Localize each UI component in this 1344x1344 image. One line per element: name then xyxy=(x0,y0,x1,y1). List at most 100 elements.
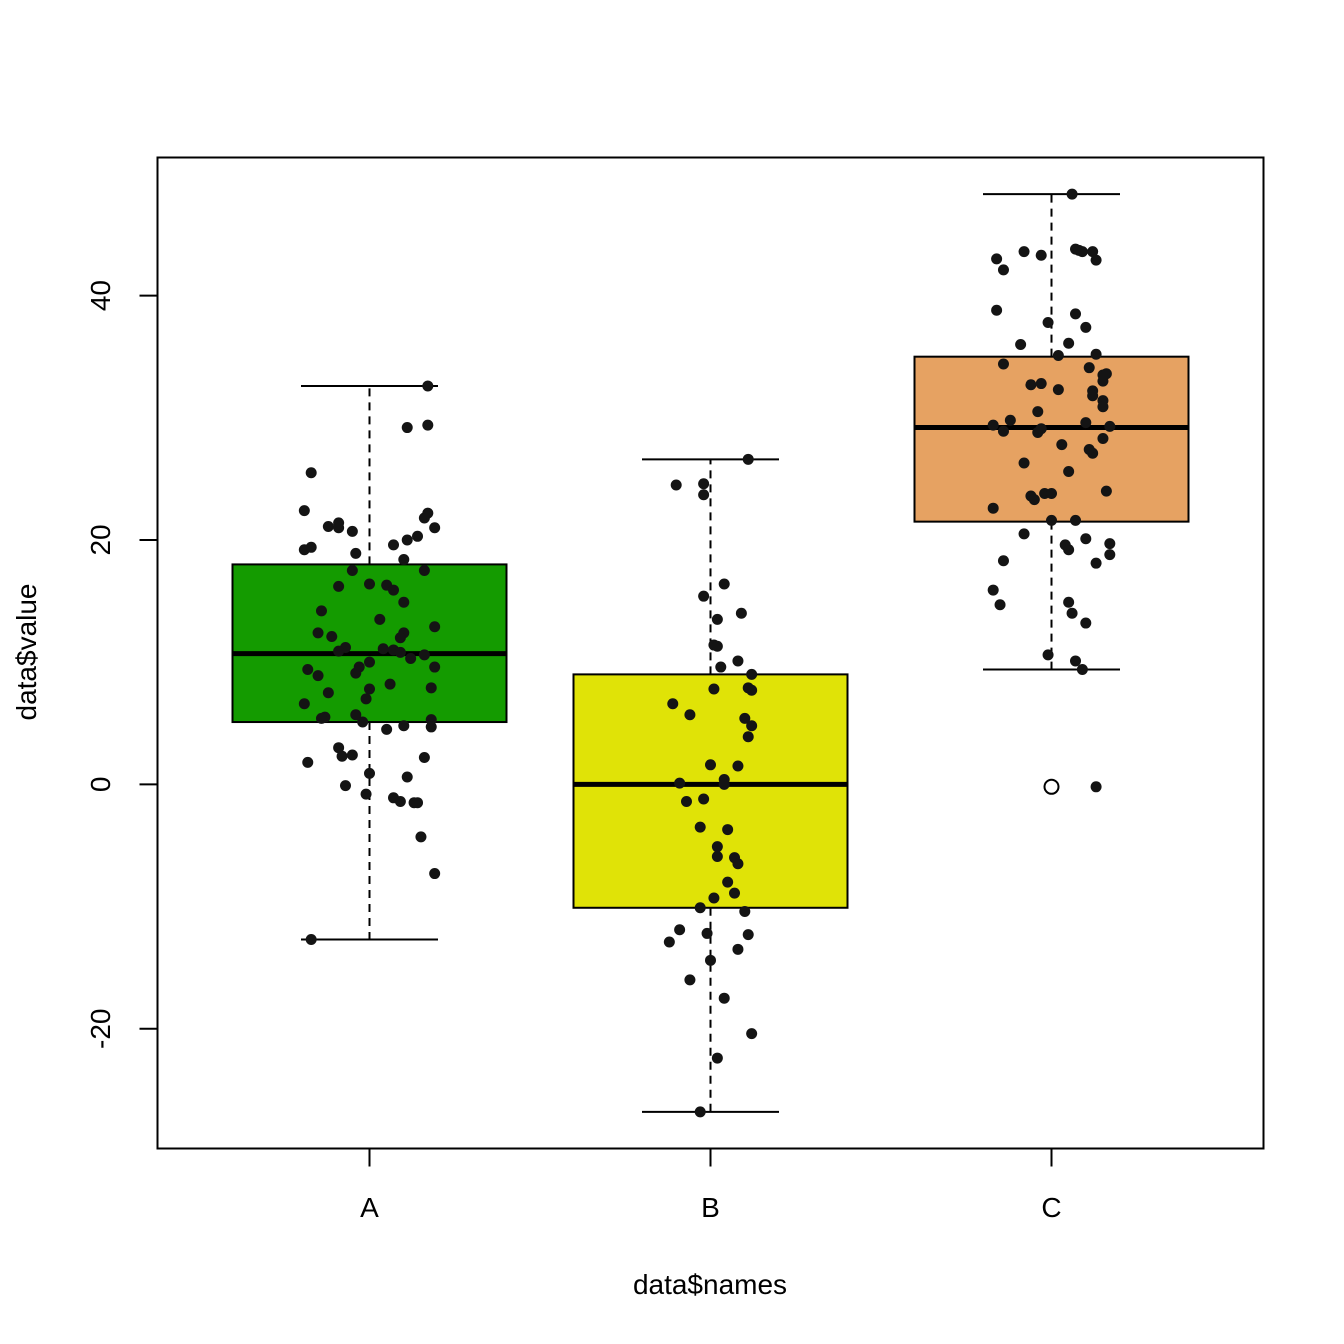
data-point-b xyxy=(746,684,758,696)
data-point-a xyxy=(429,868,441,880)
data-point-c xyxy=(997,358,1009,370)
data-point-b xyxy=(705,954,716,966)
data-point-b xyxy=(718,992,730,1004)
data-point-b xyxy=(742,731,754,743)
data-point-c xyxy=(1042,649,1054,661)
data-point-b xyxy=(670,479,682,491)
data-point-a xyxy=(401,771,413,783)
x-axis-title: data$names xyxy=(633,1269,787,1300)
data-point-c xyxy=(1052,384,1064,396)
data-point-b xyxy=(667,698,679,710)
data-point-a xyxy=(412,530,424,542)
data-point-c xyxy=(1063,544,1075,556)
data-point-b xyxy=(698,793,710,805)
data-point-c xyxy=(1070,308,1082,320)
data-point-a xyxy=(360,788,372,800)
data-point-a xyxy=(418,649,430,661)
x-axis: A B C xyxy=(360,1148,1062,1223)
data-point-c xyxy=(1090,781,1102,793)
data-point-b xyxy=(698,590,710,602)
data-point-a xyxy=(418,751,430,763)
data-point-b xyxy=(701,927,713,939)
data-point-c xyxy=(1104,420,1116,432)
data-point-c xyxy=(997,425,1009,437)
data-point-c xyxy=(997,555,1009,567)
outlier-c xyxy=(1043,778,1060,795)
data-point-c xyxy=(1076,663,1088,675)
box-group-b xyxy=(572,458,849,1113)
data-point-b xyxy=(739,712,751,724)
data-point-a xyxy=(384,678,396,690)
data-point-c xyxy=(1046,514,1057,526)
data-point-a xyxy=(302,756,314,768)
data-point-b xyxy=(711,613,723,625)
data-point-c xyxy=(1104,549,1116,561)
data-point-b xyxy=(684,974,696,986)
data-point-b xyxy=(746,1028,758,1040)
data-point-c xyxy=(1018,528,1030,540)
data-point-c xyxy=(997,264,1009,276)
data-point-c xyxy=(1032,406,1044,418)
data-point-c xyxy=(1063,466,1075,478)
data-point-a xyxy=(405,652,417,664)
data-point-a xyxy=(364,656,375,668)
data-point-a xyxy=(322,521,334,533)
data-point-c xyxy=(1056,439,1068,451)
data-point-a xyxy=(425,682,437,694)
x-tick-label-a: A xyxy=(360,1192,379,1223)
data-point-c xyxy=(1090,557,1102,569)
data-point-c xyxy=(1076,246,1088,258)
data-point-b xyxy=(711,841,723,853)
data-point-a xyxy=(388,539,400,551)
data-point-a xyxy=(298,505,310,517)
data-point-c xyxy=(1066,607,1078,619)
data-point-a xyxy=(401,534,413,546)
data-point-c xyxy=(1046,488,1057,500)
data-point-c xyxy=(1104,538,1116,550)
data-point-c xyxy=(1087,390,1099,402)
data-point-a xyxy=(326,631,338,643)
data-point-a xyxy=(350,709,362,721)
data-point-a xyxy=(333,742,345,754)
data-point-b xyxy=(718,578,730,590)
data-point-c xyxy=(1083,362,1095,374)
data-point-b xyxy=(708,683,720,695)
data-point-c xyxy=(1080,617,1092,629)
data-point-a xyxy=(312,670,324,682)
data-point-b xyxy=(684,709,696,721)
data-point-b xyxy=(694,821,706,833)
data-point-a xyxy=(315,712,327,724)
data-point-c xyxy=(1004,414,1016,426)
data-point-b xyxy=(732,858,744,870)
y-tick-label: 20 xyxy=(85,524,116,555)
data-point-c xyxy=(1018,246,1030,258)
data-point-c xyxy=(987,419,999,431)
data-point-b xyxy=(732,760,744,772)
data-point-a xyxy=(357,716,369,728)
data-point-c xyxy=(1063,596,1075,608)
data-point-c xyxy=(994,599,1006,611)
data-point-a xyxy=(364,683,375,695)
data-point-a xyxy=(350,547,362,559)
data-point-c xyxy=(1070,514,1082,526)
data-point-a xyxy=(305,541,317,553)
data-point-c xyxy=(1080,321,1092,333)
data-point-a xyxy=(346,565,358,577)
data-point-c xyxy=(1090,254,1102,266)
data-point-a xyxy=(388,584,400,596)
data-point-a xyxy=(377,643,389,655)
data-point-c xyxy=(1025,379,1037,391)
data-point-b xyxy=(746,720,758,732)
data-point-a xyxy=(333,645,345,657)
data-point-a xyxy=(315,605,327,617)
data-point-b xyxy=(674,777,686,789)
data-point-a xyxy=(398,596,410,608)
data-point-c xyxy=(1097,375,1109,387)
data-point-a xyxy=(429,661,441,673)
data-point-b xyxy=(718,778,730,790)
data-point-b xyxy=(694,902,706,914)
data-point-c xyxy=(1090,348,1102,360)
data-point-b xyxy=(746,668,758,680)
data-point-c xyxy=(991,304,1003,316)
